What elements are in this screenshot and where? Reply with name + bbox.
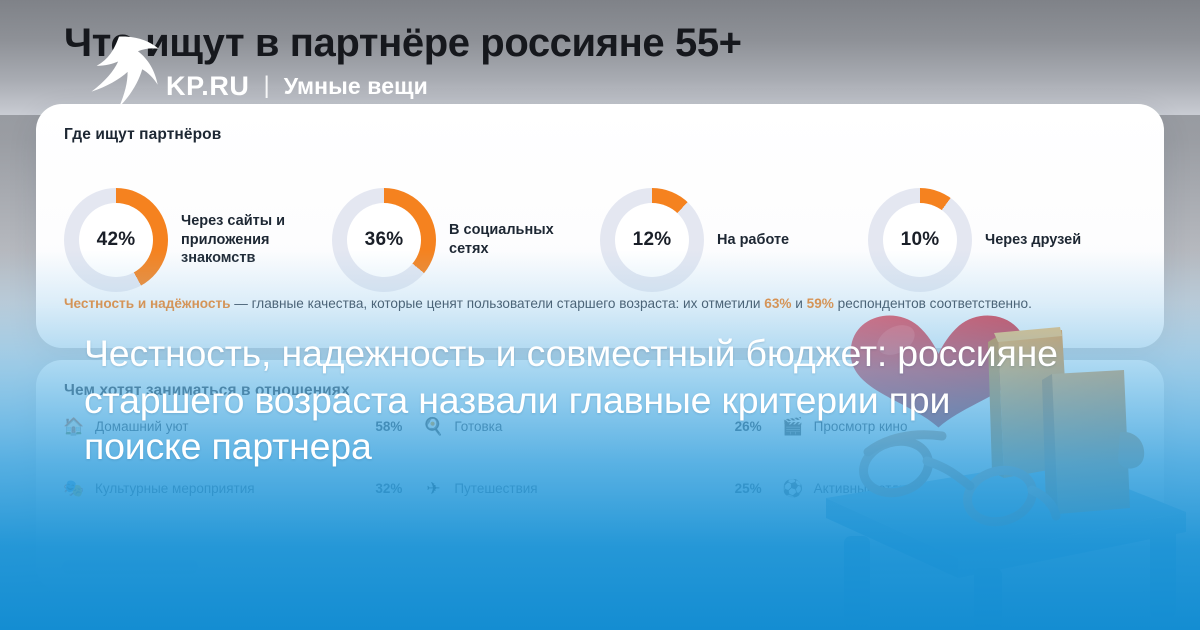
kp-bird-logo-icon (91, 36, 159, 108)
infographic-headline: Что ищут в партнёре россияне 55+ (64, 21, 742, 65)
note-text-1: — главные качества, которые ценят пользо… (230, 296, 765, 311)
sources-card-title: Где ищут партнёров (64, 126, 222, 143)
infographic-header-gradient (0, 0, 1200, 115)
donut-chart: 10% (868, 188, 972, 292)
donut-percent: 42% (96, 229, 136, 250)
donut-label: В социальных сетях (449, 222, 554, 257)
donut-percent: 36% (364, 229, 404, 250)
donut-label: На работе (717, 231, 790, 248)
donut-label: Через друзей (985, 231, 1082, 248)
donut-hole: 42% (79, 203, 153, 277)
table-shape (826, 460, 1186, 630)
donut-chart: 12% (600, 188, 704, 292)
activity-label: Культурные мероприятия (95, 480, 255, 496)
donut-chart: 42% (64, 188, 168, 292)
note-text-2: и (791, 296, 807, 311)
brand-name: KP.RU (166, 70, 250, 101)
theater-masks-icon: 🎭 (63, 478, 85, 498)
placeholder-pill (62, 560, 198, 574)
donut-label: Через сайты и приложения знакомств (181, 212, 286, 267)
activity-percent: 25% (734, 480, 762, 496)
activity-label: Путешествия (454, 480, 538, 496)
brand-logo-bar[interactable]: KP.RU | Умные вещи (76, 28, 428, 114)
donut-chart: 36% (332, 188, 436, 292)
activity-item-cultural-events: 🎭 Культурные мероприятия 32% (62, 476, 421, 500)
donut-percent: 10% (900, 229, 940, 250)
airplane-icon: ✈ (426, 478, 441, 498)
brand-section: Умные вещи (283, 72, 428, 99)
donut-hole: 10% (883, 203, 957, 277)
note-number-1: 63% (764, 296, 792, 311)
soccer-ball-icon: ⚽ (782, 478, 804, 498)
house-icon: 🏠 (63, 416, 85, 436)
donut-hole: 12% (615, 203, 689, 277)
donut-percent: 12% (632, 229, 672, 250)
activity-item-travel: ✈ Путешествия 25% (421, 476, 780, 500)
brand-separator: | (263, 72, 270, 99)
donut-hole: 36% (347, 203, 421, 277)
activity-percent: 32% (375, 480, 403, 496)
brand-text: KP.RU | Умные вещи (166, 71, 428, 102)
note-highlight: Честность и надёжность (64, 296, 231, 311)
article-headline: Честность, надежность и совместный бюдже… (84, 332, 1058, 467)
